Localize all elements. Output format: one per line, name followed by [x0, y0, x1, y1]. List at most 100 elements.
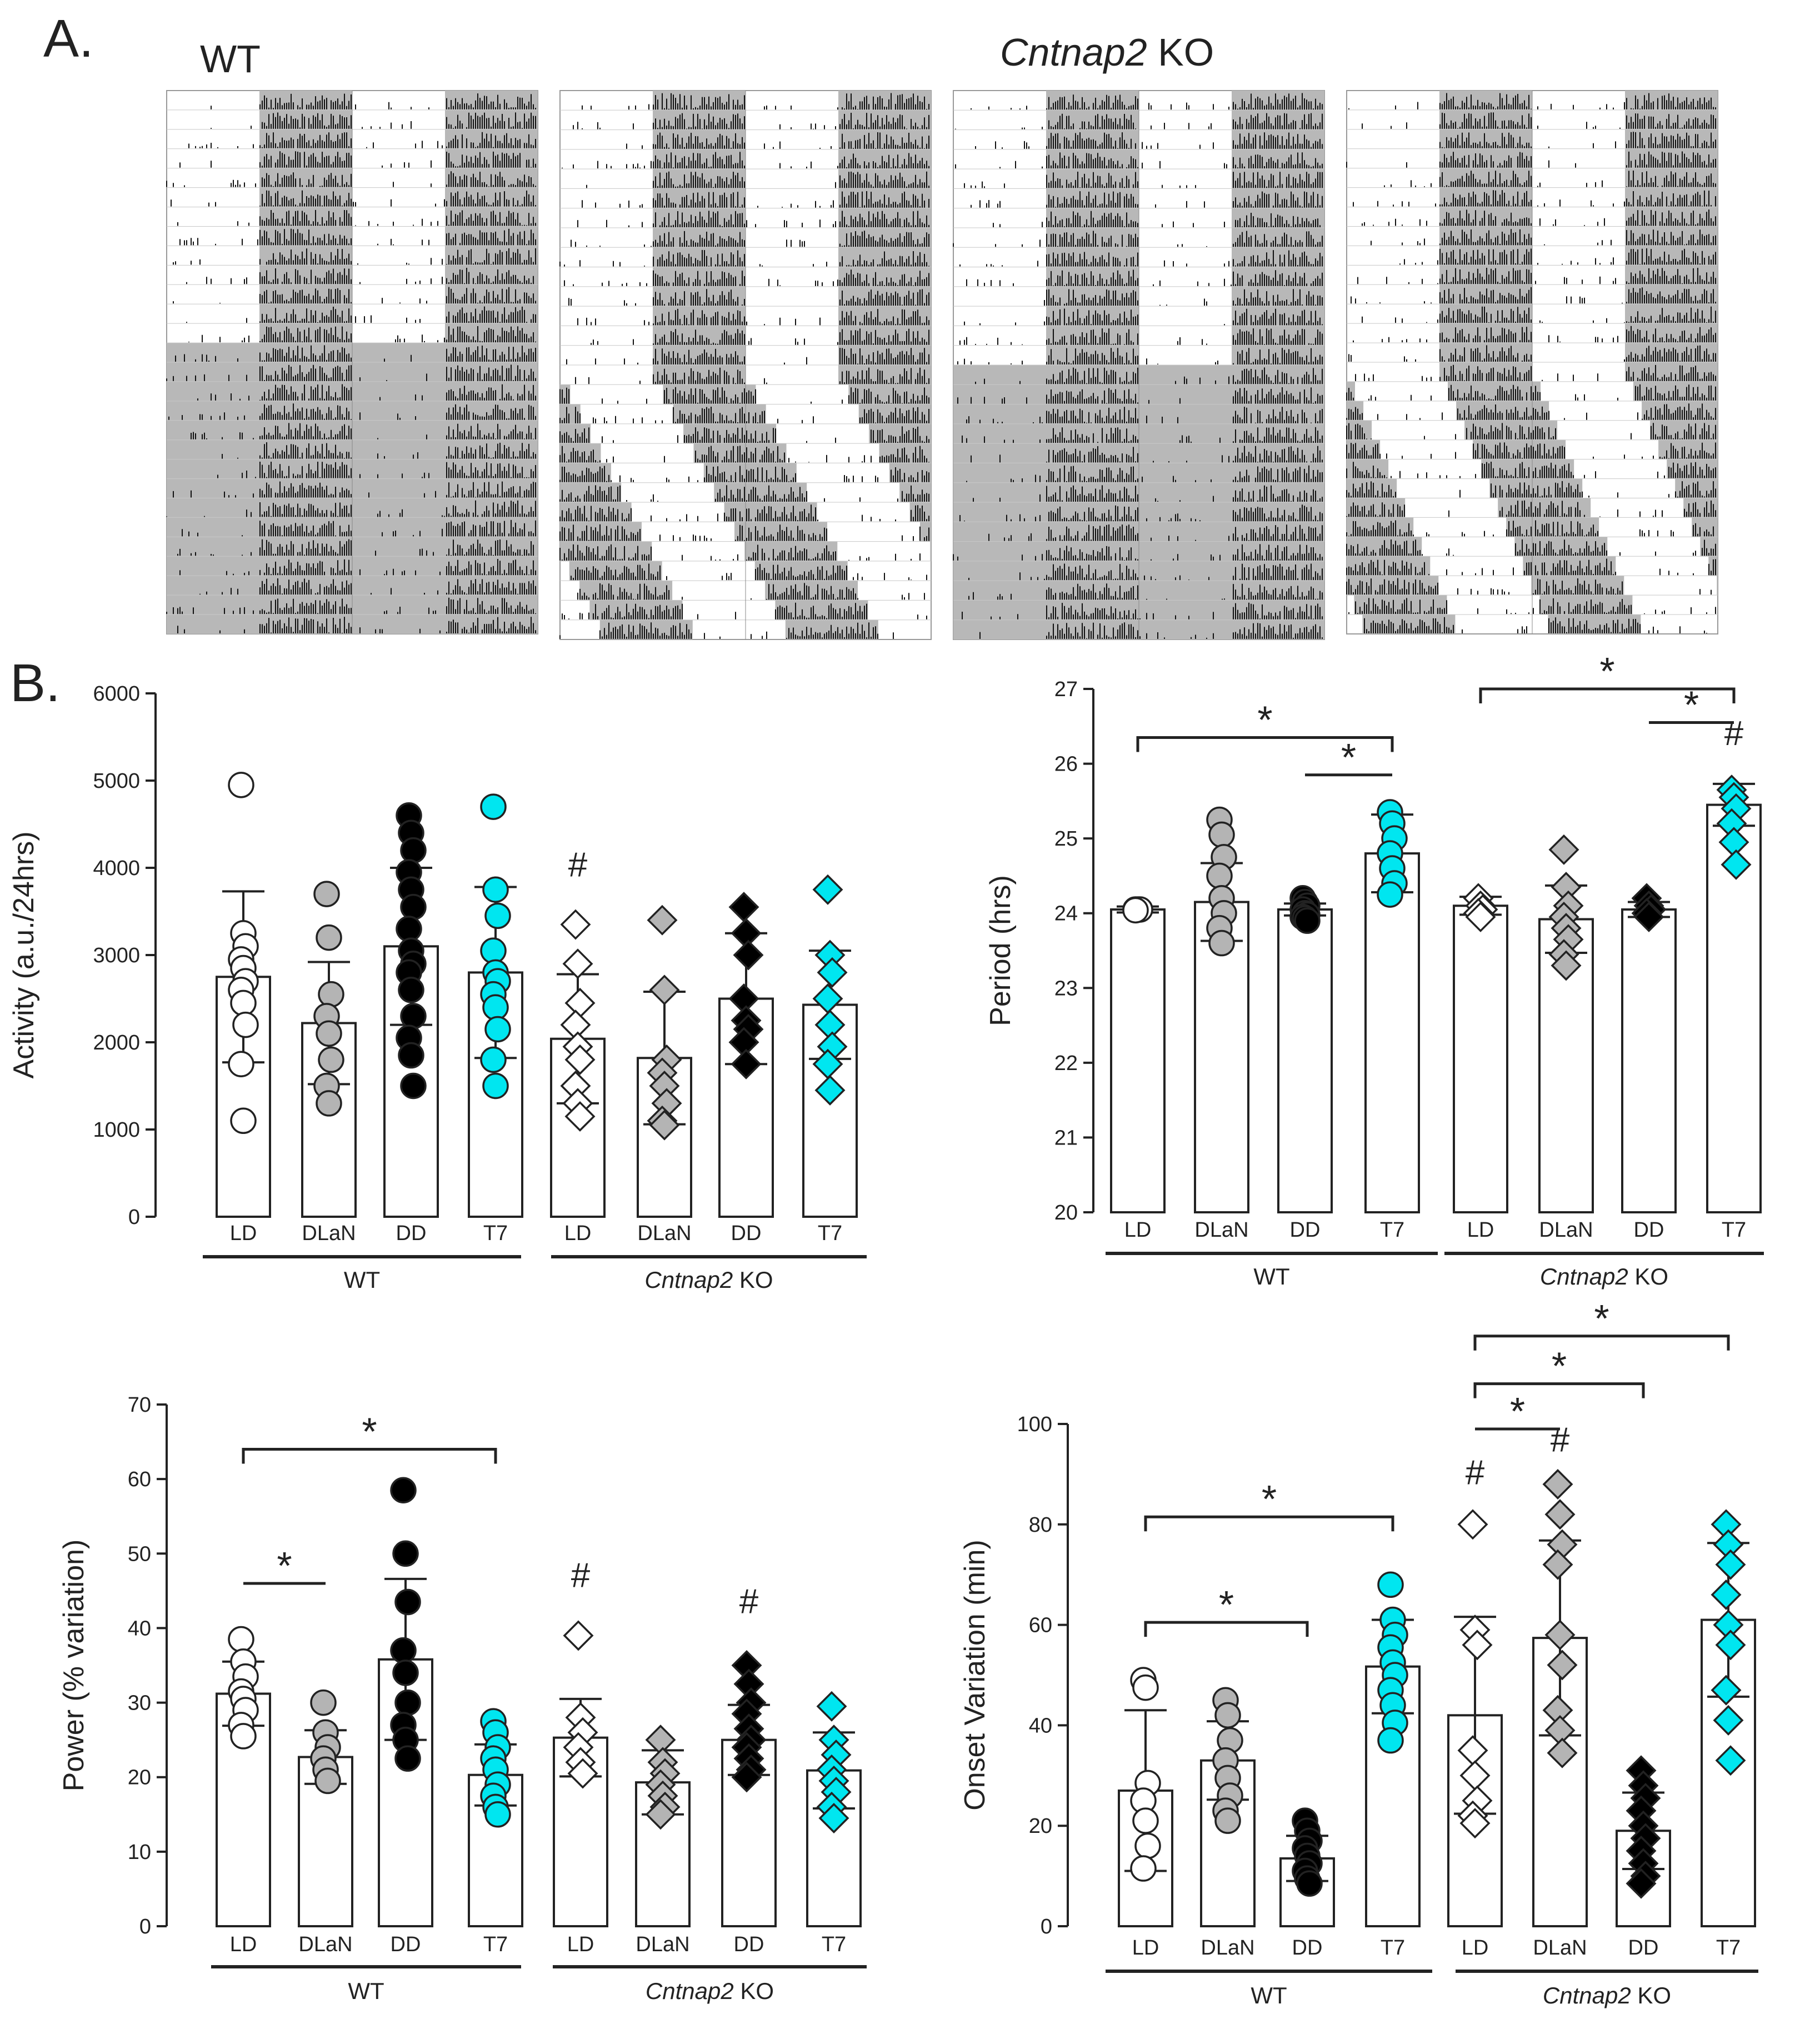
- bar-group-dd: DD: [383, 802, 439, 1245]
- significance-bracket: *: [243, 1544, 326, 1587]
- x-tick-label: DD: [734, 1933, 764, 1956]
- y-tick-label: 3000: [93, 944, 140, 967]
- data-point: [1214, 1702, 1241, 1729]
- significance-star: *: [277, 1544, 292, 1587]
- data-point: [563, 1620, 594, 1651]
- x-tick-label: T7: [1380, 1218, 1404, 1242]
- data-point: [1206, 862, 1233, 889]
- bar-group-ld: LD: [1453, 883, 1508, 1242]
- y-axis-label: Power (% variation): [58, 1540, 90, 1792]
- data-point: [733, 939, 764, 971]
- x-tick-label: DLaN: [1194, 1218, 1248, 1242]
- data-point: [647, 904, 678, 936]
- data-point: [313, 881, 340, 907]
- data-point: [228, 1626, 254, 1653]
- significance-bracket: *: [1479, 649, 1736, 703]
- x-tick-label: T7: [822, 1933, 846, 1956]
- bar-group-ld: LD: [550, 909, 606, 1245]
- y-axis-label: Activity (a.u./24hrs): [8, 831, 40, 1078]
- data-point: [480, 937, 507, 964]
- data-point: [1547, 1737, 1578, 1768]
- x-tick-label: DLaN: [1201, 1936, 1254, 1960]
- data-point: [1208, 929, 1235, 957]
- data-point: [1122, 897, 1149, 924]
- data-point: [645, 1799, 676, 1830]
- data-point: [480, 1046, 507, 1073]
- y-axis: 20 21 22 23 24 25 26 27 Period (hrs): [984, 678, 1094, 1225]
- significance-star: *: [1257, 698, 1272, 741]
- ko-title-gene: Cntnap2: [1000, 31, 1147, 74]
- ko-title: Cntnap2 KO: [1000, 31, 1214, 74]
- y-tick-label: 60: [128, 1468, 151, 1491]
- x-tick-label: DD: [1634, 1218, 1664, 1242]
- data-point: [484, 1016, 511, 1043]
- data-point: [1721, 849, 1752, 880]
- data-point: [228, 1051, 254, 1077]
- data-point: [232, 1011, 259, 1038]
- y-tick-label: 20: [128, 1766, 151, 1790]
- data-point: [316, 1020, 342, 1047]
- significance-hash: #: [1551, 1421, 1570, 1460]
- data-point: [484, 902, 511, 929]
- data-point: [1715, 1549, 1746, 1580]
- data-point: [1544, 1620, 1576, 1651]
- group-label-suffix: KO: [734, 1978, 774, 2004]
- bar-group-ld: LD: [216, 1626, 271, 1956]
- data-point: [1715, 1630, 1746, 1661]
- data-point: [1548, 834, 1579, 865]
- bar-group-t7: T7: [1701, 1509, 1756, 1960]
- data-point: [482, 1072, 509, 1100]
- data-point: [1377, 1571, 1404, 1598]
- data-point: [230, 1723, 257, 1750]
- group-label: WT: [1253, 1263, 1289, 1290]
- data-point: [814, 1075, 846, 1106]
- data-point: [1711, 1675, 1742, 1706]
- data-point: [1457, 1509, 1488, 1540]
- data-point: [564, 1044, 596, 1075]
- data-point: [228, 772, 254, 798]
- x-tick-label: DD: [1290, 1218, 1321, 1242]
- bracket-line: [1479, 687, 1736, 703]
- bar-group-dlan: DLaN: [1200, 1687, 1256, 1960]
- significance-bracket: *: [1144, 1477, 1394, 1532]
- actogram-activity: [559, 93, 929, 639]
- data-point: [390, 1477, 417, 1504]
- x-tick-label: LD: [230, 1222, 257, 1245]
- x-tick-label: LD: [567, 1933, 594, 1956]
- group-label-suffix: KO: [1631, 1982, 1671, 2008]
- group-label: Cntnap2 KO: [1543, 1982, 1671, 2008]
- y-tick-label: 0: [139, 1915, 151, 1938]
- y-axis: 0 10 20 30 40 50 60 70 Power (% variation): [58, 1393, 168, 1938]
- bar-group-dlan: DLaN: [1194, 806, 1249, 1242]
- x-tick-label: LD: [230, 1933, 257, 1956]
- y-tick-label: 100: [1017, 1413, 1052, 1436]
- group-label-name: Cntnap2: [1543, 1982, 1631, 2008]
- data-point: [396, 916, 422, 942]
- y-axis-label: Period (hrs): [984, 875, 1017, 1026]
- bar-group-ld: LD: [1118, 1667, 1173, 1960]
- data-point: [649, 974, 680, 1006]
- bar: [718, 997, 774, 1218]
- data-point: [1377, 881, 1403, 908]
- y-tick-label: 80: [1029, 1513, 1052, 1537]
- ko-actogram-1: [559, 90, 932, 640]
- bar-group-dd: DD: [721, 1650, 777, 1956]
- y-tick-label: 21: [1054, 1126, 1078, 1150]
- data-point: [398, 977, 424, 1003]
- bar-group-ld: LD: [1447, 1509, 1503, 1960]
- data-point: [1462, 1630, 1493, 1661]
- data-point: [1459, 1808, 1491, 1839]
- bar-group-dlan: DLaN: [1538, 834, 1594, 1242]
- bar-group-ld: LD: [553, 1620, 608, 1956]
- group-label: WT: [1251, 1982, 1287, 2008]
- y-tick-label: 40: [128, 1617, 151, 1640]
- data-point: [314, 1767, 341, 1795]
- data-point: [731, 1048, 762, 1080]
- bar-group-dd: DD: [1621, 883, 1677, 1242]
- significance-hash: #: [1466, 1453, 1485, 1492]
- activity-chart: 0 1000 2000 3000 4000 5000 6000 Activity (a.u./…: [8, 682, 867, 1293]
- data-point: [562, 948, 593, 979]
- panel-a-label: A.: [43, 9, 94, 68]
- bar-group-dlan: DLaN: [1532, 1469, 1588, 1960]
